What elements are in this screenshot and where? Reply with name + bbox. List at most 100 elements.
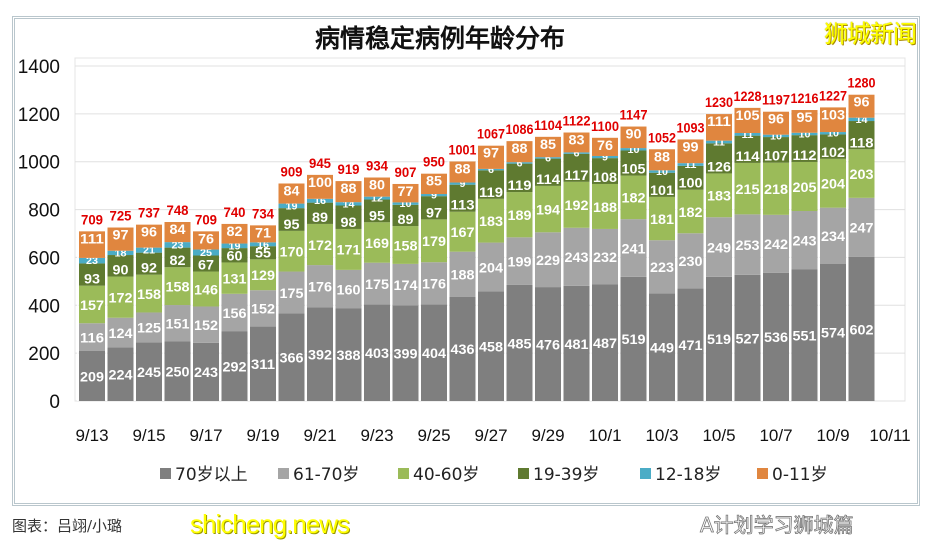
bar-segment xyxy=(449,211,476,252)
segment-label: 114 xyxy=(536,171,560,187)
y-tick-label: 0 xyxy=(49,392,60,413)
segment-label: 6 xyxy=(517,158,523,169)
segment-label: 90 xyxy=(626,126,642,142)
segment-label: 111 xyxy=(707,113,731,129)
bar-segment xyxy=(421,304,447,401)
segment-label: 105 xyxy=(736,107,760,123)
segment-label: 152 xyxy=(194,317,218,333)
segment-label: 67 xyxy=(198,257,214,273)
legend-label: 0-11岁 xyxy=(772,465,828,485)
segment-label: 199 xyxy=(508,253,532,269)
segment-label: 209 xyxy=(80,368,104,384)
bar-segment xyxy=(506,141,533,163)
segment-label: 129 xyxy=(251,267,275,283)
bar-segment xyxy=(649,196,675,241)
bar-segment xyxy=(592,183,618,229)
segment-label: 21 xyxy=(143,246,155,257)
bar-segment xyxy=(278,313,305,401)
segment-label: 71 xyxy=(255,224,271,240)
bar-segment xyxy=(164,267,191,306)
segment-label: 10 xyxy=(799,129,811,140)
segment-label: 84 xyxy=(284,182,300,198)
segment-label: 160 xyxy=(337,281,361,297)
bar-segment xyxy=(620,175,647,220)
bar-segment xyxy=(820,132,846,135)
bar-segment xyxy=(421,194,447,197)
segment-label: 183 xyxy=(479,213,503,229)
bar-segment xyxy=(250,246,276,260)
segment-label: 253 xyxy=(736,237,760,253)
segment-label: 10 xyxy=(628,145,640,156)
bar-segment xyxy=(563,227,590,286)
bar-segment xyxy=(478,170,504,199)
segment-label: 97 xyxy=(113,227,129,243)
segment-label: 551 xyxy=(793,327,817,343)
bar-segment xyxy=(193,231,219,250)
segment-label: 174 xyxy=(394,277,418,293)
segment-label: 243 xyxy=(565,249,589,265)
segment-label: 182 xyxy=(679,204,703,220)
segment-label: 471 xyxy=(679,337,703,353)
bar-segment xyxy=(107,276,134,318)
segment-label: 82 xyxy=(170,252,186,268)
segment-label: 183 xyxy=(707,188,731,204)
segment-label: 158 xyxy=(394,237,418,253)
segment-label: 11 xyxy=(685,160,697,171)
bar-segment xyxy=(335,269,362,309)
bar-segment xyxy=(335,308,362,401)
segment-label: 10 xyxy=(656,167,668,178)
segment-label: 102 xyxy=(821,144,845,160)
bar-segment xyxy=(478,145,504,169)
bar-segment xyxy=(649,149,675,171)
legend-swatch xyxy=(160,468,171,479)
site-watermark: shicheng.news xyxy=(190,509,350,539)
bar-segment xyxy=(79,263,105,286)
bar-segment xyxy=(364,222,390,263)
bar-segment xyxy=(107,250,134,256)
segment-label: 119 xyxy=(508,177,532,193)
y-tick-label: 400 xyxy=(28,296,60,317)
segment-label: 223 xyxy=(650,259,674,275)
segment-label: 12 xyxy=(371,194,383,205)
segment-label: 76 xyxy=(597,137,613,153)
bar-segment xyxy=(791,161,818,212)
bar-segment xyxy=(79,323,105,351)
bar-segment xyxy=(734,274,761,401)
bar-segment xyxy=(734,214,761,275)
bar-segment xyxy=(278,230,305,272)
x-tick-label: 10/3 xyxy=(645,426,678,445)
bar-segment xyxy=(535,287,561,401)
y-tick-label: 1000 xyxy=(18,153,60,174)
segment-label: 158 xyxy=(166,278,190,294)
x-tick-label: 9/19 xyxy=(246,426,279,445)
segment-label: 82 xyxy=(227,223,243,239)
bar-segment xyxy=(620,126,647,149)
segment-label: 100 xyxy=(679,175,703,191)
bar-segment xyxy=(221,223,248,244)
bar-segment xyxy=(164,247,191,268)
bar-segment xyxy=(848,117,875,122)
legend-swatch xyxy=(278,468,289,479)
segment-label: 574 xyxy=(821,325,845,341)
bar-segment xyxy=(278,208,305,231)
bar-segment xyxy=(649,293,675,401)
segment-label: 152 xyxy=(251,301,275,317)
segment-label: 224 xyxy=(109,367,133,383)
bar-segment xyxy=(592,228,618,285)
bar-segment xyxy=(535,158,561,186)
segment-label: 113 xyxy=(451,197,475,213)
bar-segment xyxy=(820,107,846,133)
bar-segment xyxy=(677,288,704,401)
legend-label: 70岁以上 xyxy=(175,465,248,485)
bar-segment xyxy=(107,317,134,348)
bar-segment xyxy=(478,291,504,401)
bar-segment xyxy=(193,271,219,307)
segment-label: 157 xyxy=(80,297,104,313)
segment-label: 16 xyxy=(257,240,269,251)
segment-label: 436 xyxy=(451,341,475,357)
bar-segment xyxy=(763,111,789,135)
segment-label: 188 xyxy=(593,199,617,215)
x-tick-label: 10/11 xyxy=(869,426,910,445)
bar-segment xyxy=(677,139,704,164)
bar-segment xyxy=(734,135,761,163)
